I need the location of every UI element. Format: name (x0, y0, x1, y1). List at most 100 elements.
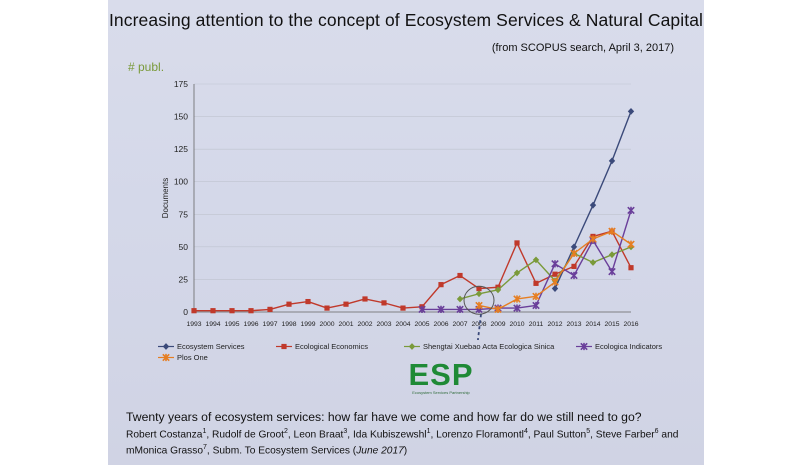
y-tick-label: 50 (179, 242, 189, 252)
data-point (570, 243, 578, 251)
legend-item: Shengtai Xuebao Acta Ecologica Sinica (404, 342, 554, 351)
x-tick-label: 2013 (566, 321, 581, 328)
data-point (608, 227, 616, 235)
data-point (580, 342, 588, 351)
author-separator: , (430, 429, 437, 441)
series-line (422, 210, 632, 311)
data-point (475, 301, 483, 310)
x-tick-label: 2011 (529, 321, 544, 328)
y-axis-title: Documents (161, 178, 170, 218)
author-name: Steve Farber (595, 429, 655, 441)
x-tick-label: 2012 (547, 321, 562, 328)
submission-prefix: Subm. To Ecosystem Services ( (212, 445, 357, 457)
data-point (286, 301, 292, 307)
data-point (248, 308, 254, 314)
data-point (513, 269, 521, 277)
y-tick-label: 125 (174, 144, 188, 154)
legend-item: Ecosystem Services (158, 342, 245, 351)
data-point (418, 305, 426, 314)
x-tick-label: 2008 (471, 321, 486, 328)
data-point (408, 343, 416, 350)
data-point (608, 157, 616, 165)
author-affiliation: 4 (523, 428, 528, 435)
data-point (475, 290, 483, 298)
paper-title: Twenty years of ecosystem services: how … (126, 410, 642, 424)
legend-item: Ecological Economics (276, 342, 368, 351)
y-unit-label: # publ. (128, 60, 165, 74)
data-point (400, 305, 406, 311)
data-point (532, 292, 540, 301)
highlight-circle (463, 285, 495, 315)
author-affiliation: 1 (202, 428, 207, 435)
x-tick-label: 1994 (205, 321, 220, 328)
data-point (513, 304, 521, 312)
data-point (494, 305, 502, 314)
x-tick-label: 1995 (224, 321, 239, 328)
author-separator: and (658, 429, 679, 441)
y-tick-label: 150 (174, 112, 188, 122)
author-name: Paul Sutton (533, 429, 587, 441)
data-point (162, 343, 170, 350)
author-separator: , (287, 429, 294, 441)
author-affiliation: 5 (586, 428, 591, 435)
legend-label: Ecological Economics (295, 342, 368, 351)
slide: Increasing attention to the concept of E… (108, 0, 704, 465)
x-tick-label: 2014 (585, 321, 600, 328)
x-tick-label: 2000 (319, 321, 334, 328)
data-point (457, 272, 463, 279)
author-separator: , (527, 429, 534, 441)
author-affiliation: 6 (654, 428, 659, 435)
author-separator: , (206, 445, 213, 457)
data-point (456, 305, 464, 314)
legend-swatch (576, 342, 592, 351)
data-point (533, 280, 539, 286)
legend-label: Ecologica Indicators (595, 342, 663, 351)
x-tick-label: 1997 (262, 321, 277, 328)
x-tick-label: 2004 (395, 321, 410, 328)
data-point (589, 235, 597, 243)
y-tick-label: 75 (179, 209, 189, 219)
author-name: Lorenzo Floramontl (436, 429, 524, 441)
x-tick-label: 2003 (376, 321, 391, 328)
x-tick-label: 1999 (300, 321, 315, 328)
author-name: Robert Costanza (126, 429, 203, 441)
x-tick-label: 1998 (281, 321, 296, 328)
data-point (570, 249, 578, 258)
submission-suffix: ) (403, 445, 408, 457)
x-tick-label: 2007 (452, 321, 467, 328)
data-point (589, 201, 597, 209)
data-point (514, 240, 520, 246)
data-point (438, 282, 444, 288)
data-point (571, 263, 577, 269)
x-tick-label: 1993 (186, 321, 201, 328)
legend-item: Ecologica Indicators (576, 342, 662, 351)
author-separator: , (206, 429, 213, 441)
data-point (437, 305, 445, 314)
data-point (551, 278, 559, 286)
esp-logo: ESP Ecosystem Services Partnership (406, 358, 476, 398)
y-tick-label: 0 (183, 307, 188, 317)
x-tick-label: 2002 (357, 321, 372, 328)
author-name: Leon Braat (293, 429, 344, 441)
x-tick-label: 2009 (490, 321, 505, 328)
data-point (532, 301, 540, 310)
legend-swatch (404, 342, 420, 351)
data-point (513, 295, 521, 303)
y-tick-label: 100 (174, 177, 188, 187)
data-point (551, 260, 559, 268)
y-tick-label: 25 (179, 274, 189, 284)
data-point (552, 271, 558, 277)
data-point (229, 308, 235, 314)
data-point (456, 295, 464, 303)
series-line (459, 246, 632, 300)
data-point (191, 308, 197, 314)
esp-logo-subtext: Ecosystem Services Partnership (412, 390, 470, 395)
data-point (627, 206, 635, 215)
data-point (476, 285, 482, 292)
paper-authors: Robert Costanza1, Rudolf de Groot2, Leon… (126, 425, 696, 458)
series-line (194, 230, 632, 312)
x-tick-label: 2006 (433, 321, 448, 328)
data-point (570, 271, 578, 280)
esp-logo-text: ESP (408, 357, 474, 392)
legend-swatch (276, 342, 292, 351)
